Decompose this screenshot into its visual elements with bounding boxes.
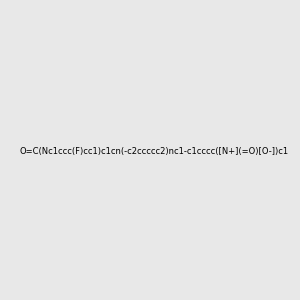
Text: O=C(Nc1ccc(F)cc1)c1cn(-c2ccccc2)nc1-c1cccc([N+](=O)[O-])c1: O=C(Nc1ccc(F)cc1)c1cn(-c2ccccc2)nc1-c1cc… — [19, 147, 288, 156]
